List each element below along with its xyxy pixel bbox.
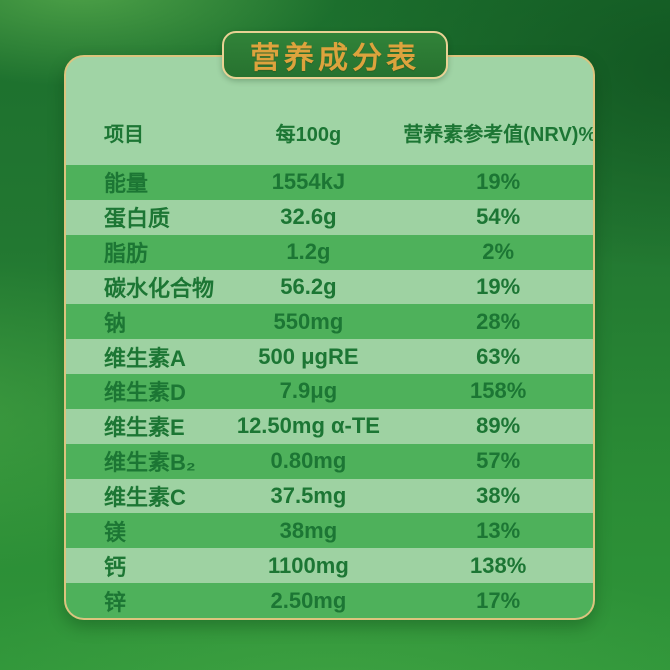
row-item-label: 脂肪: [104, 241, 149, 267]
row-value: 38mg: [279, 517, 338, 543]
nutrition-table-title: 营养成分表: [250, 42, 420, 75]
nutrition-table: 项目 每100g 营养素参考值(NRV)% 能量 1554kJ 19% 蛋白质 …: [64, 55, 595, 620]
row-nrv: 63%: [476, 343, 521, 369]
row-nrv: 89%: [476, 413, 521, 439]
row-value: 1.2g: [286, 239, 331, 265]
row-nrv: 38%: [476, 483, 521, 509]
row-item-label: 维生素D: [104, 380, 186, 406]
row-nrv: 138%: [469, 552, 527, 578]
row-value: 2.50mg: [270, 587, 347, 613]
row-value: 500 μgRE: [258, 343, 359, 369]
row-nrv: 19%: [476, 169, 521, 195]
row-value: 1100mg: [268, 552, 349, 578]
row-item-label: 维生素E: [104, 415, 185, 441]
table-row-magnesium: 镁 38mg 13%: [66, 513, 593, 549]
row-nrv: 28%: [476, 308, 521, 334]
row-item-label: 维生素B₂: [104, 450, 196, 476]
row-value: 0.80mg: [270, 448, 347, 474]
row-item-label: 钠: [104, 310, 127, 336]
column-header-item: 项目: [104, 124, 144, 146]
table-row-vitamin-c: 维生素C 37.5mg 38%: [66, 478, 593, 514]
row-nrv: 54%: [476, 204, 521, 230]
table-row-calcium: 钙 1100mg 138%: [66, 548, 593, 584]
table-row-protein: 蛋白质 32.6g 54%: [66, 199, 593, 235]
row-nrv: 13%: [476, 517, 521, 543]
row-value: 12.50mg α-TE: [236, 413, 380, 439]
row-item-label: 能量: [104, 171, 149, 197]
row-nrv: 19%: [476, 273, 521, 299]
nutrition-table-title-badge: 营养成分表: [222, 31, 448, 79]
column-header-nrv: 营养素参考值(NRV)%: [403, 124, 595, 146]
table-row-vitamin-e: 维生素E 12.50mg α-TE 89%: [66, 408, 593, 444]
table-body: 能量 1554kJ 19% 蛋白质 32.6g 54% 脂肪 1.2g 2% 碳…: [66, 165, 593, 618]
row-value: 56.2g: [280, 273, 337, 299]
table-row-carbohydrate: 碳水化合物 56.2g 19%: [66, 269, 593, 305]
row-item-label: 碳水化合物: [104, 275, 215, 301]
row-value: 7.9μg: [279, 378, 338, 404]
row-nrv: 2%: [482, 239, 515, 265]
table-row-vitamin-d: 维生素D 7.9μg 158%: [66, 374, 593, 409]
row-nrv: 17%: [476, 587, 521, 613]
row-value: 32.6g: [280, 204, 337, 230]
row-value: 37.5mg: [270, 483, 347, 509]
table-row-vitamin-b2: 维生素B₂ 0.80mg 57%: [66, 443, 593, 479]
row-item-label: 钙: [104, 554, 127, 580]
column-header-per100g: 每100g: [275, 124, 342, 146]
row-item-label: 蛋白质: [104, 206, 171, 232]
row-item-label: 维生素C: [104, 485, 186, 511]
row-item-label: 维生素A: [104, 345, 186, 371]
row-value: 1554kJ: [271, 169, 346, 195]
table-row-zinc: 锌 2.50mg 17%: [66, 583, 593, 618]
table-row-energy: 能量 1554kJ 19%: [66, 165, 593, 200]
table-row-vitamin-a: 维生素A 500 μgRE 63%: [66, 339, 593, 375]
row-item-label: 锌: [104, 589, 127, 615]
row-nrv: 57%: [476, 448, 521, 474]
row-item-label: 镁: [104, 519, 127, 545]
row-nrv: 158%: [469, 378, 527, 404]
row-value: 550mg: [273, 308, 344, 334]
table-row-fat: 脂肪 1.2g 2%: [66, 234, 593, 270]
table-row-sodium: 钠 550mg 28%: [66, 304, 593, 340]
